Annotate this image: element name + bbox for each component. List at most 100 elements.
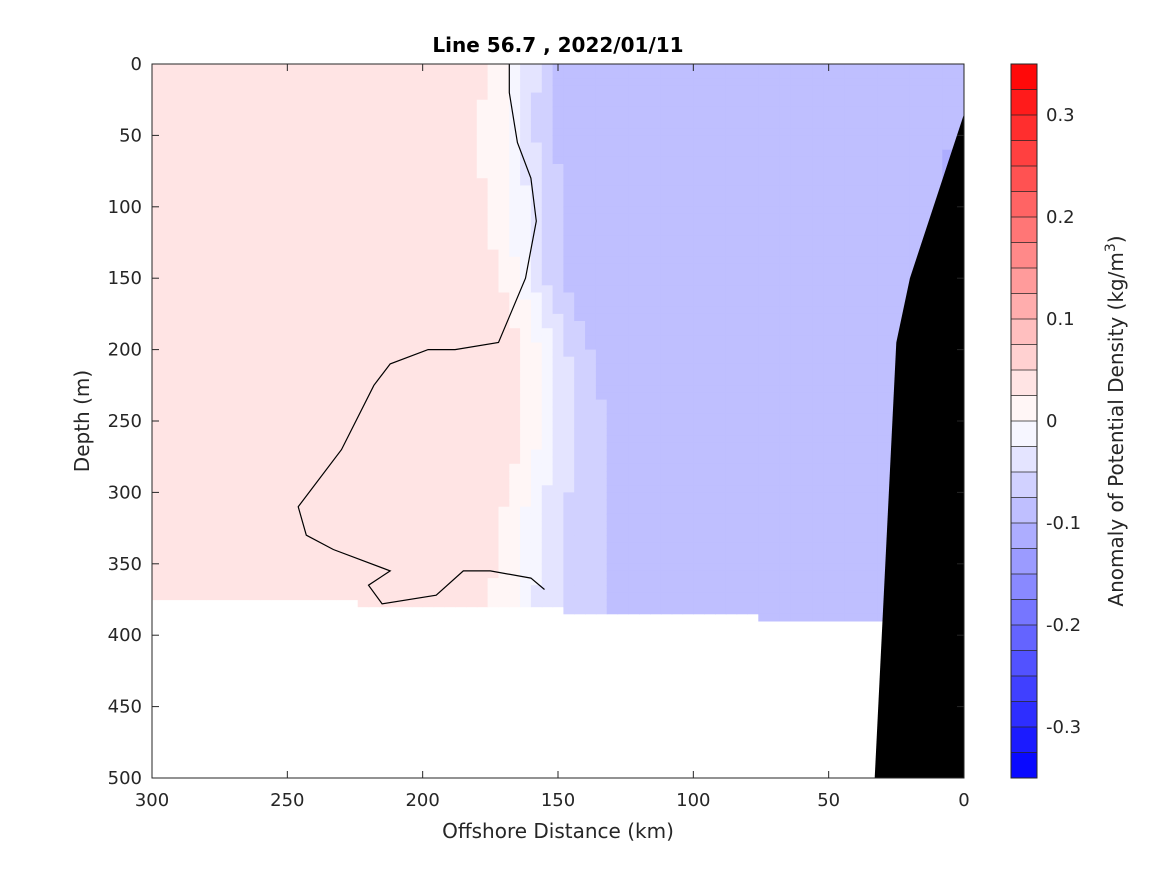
anomaly-cell bbox=[693, 385, 705, 393]
anomaly-cell bbox=[217, 306, 229, 315]
anomaly-cell bbox=[844, 299, 857, 308]
anomaly-cell bbox=[823, 442, 835, 451]
anomaly-cell bbox=[650, 178, 662, 186]
anomaly-cell bbox=[595, 570, 608, 579]
anomaly-cell bbox=[725, 549, 738, 558]
anomaly-cell bbox=[173, 313, 186, 322]
anomaly-cell bbox=[650, 578, 662, 586]
anomaly-cell bbox=[628, 492, 640, 501]
anomaly-cell bbox=[411, 456, 424, 465]
anomaly-cell bbox=[606, 228, 619, 236]
anomaly-cell bbox=[195, 78, 207, 86]
anomaly-cell bbox=[206, 121, 218, 129]
anomaly-cell bbox=[206, 114, 218, 122]
anomaly-cell bbox=[779, 542, 792, 551]
anomaly-cell bbox=[606, 378, 619, 386]
anomaly-cell bbox=[455, 521, 467, 529]
anomaly-cell bbox=[801, 513, 813, 522]
anomaly-cell bbox=[844, 256, 857, 265]
anomaly-cell bbox=[368, 492, 380, 501]
anomaly-cell bbox=[314, 149, 326, 158]
anomaly-cell bbox=[520, 499, 532, 508]
anomaly-cell bbox=[660, 371, 673, 379]
anomaly-cell bbox=[563, 235, 575, 244]
anomaly-cell bbox=[617, 528, 629, 536]
anomaly-cell bbox=[292, 242, 305, 251]
anomaly-cell bbox=[173, 471, 186, 479]
anomaly-cell bbox=[184, 399, 196, 408]
anomaly-cell bbox=[509, 206, 521, 215]
anomaly-cell bbox=[606, 385, 619, 393]
anomaly-cell bbox=[206, 85, 218, 94]
anomaly-cell bbox=[292, 392, 305, 401]
anomaly-cell bbox=[260, 306, 272, 315]
anomaly-cell bbox=[206, 313, 218, 322]
anomaly-cell bbox=[736, 335, 748, 343]
anomaly-cell bbox=[682, 285, 694, 293]
anomaly-cell bbox=[790, 185, 803, 194]
anomaly-cell bbox=[823, 328, 835, 336]
anomaly-cell bbox=[390, 485, 402, 493]
anomaly-cell bbox=[585, 228, 597, 236]
anomaly-cell bbox=[693, 442, 705, 451]
anomaly-cell bbox=[249, 171, 261, 179]
anomaly-cell bbox=[444, 135, 456, 144]
anomaly-cell bbox=[184, 213, 196, 222]
anomaly-cell bbox=[520, 92, 532, 101]
anomaly-cell bbox=[238, 328, 250, 336]
anomaly-cell bbox=[314, 413, 326, 422]
anomaly-cell bbox=[552, 521, 564, 529]
anomaly-cell bbox=[195, 506, 207, 515]
anomaly-cell bbox=[357, 478, 370, 486]
anomaly-cell bbox=[671, 249, 684, 258]
anomaly-cell bbox=[227, 392, 240, 401]
anomaly-cell bbox=[227, 578, 240, 586]
anomaly-cell bbox=[834, 528, 846, 536]
anomaly-cell bbox=[509, 271, 521, 279]
anomaly-cell bbox=[476, 599, 489, 608]
anomaly-cell bbox=[779, 178, 792, 186]
anomaly-cell bbox=[617, 256, 629, 265]
anomaly-cell bbox=[574, 449, 586, 458]
anomaly-cell bbox=[271, 542, 283, 551]
anomaly-cell bbox=[736, 178, 748, 186]
anomaly-cell bbox=[466, 285, 478, 293]
anomaly-cell bbox=[379, 478, 391, 486]
anomaly-cell bbox=[639, 606, 651, 615]
anomaly-cell bbox=[455, 206, 467, 215]
anomaly-cell bbox=[206, 342, 218, 351]
anomaly-cell bbox=[260, 249, 272, 258]
anomaly-cell bbox=[238, 171, 250, 179]
anomaly-cell bbox=[292, 92, 305, 101]
anomaly-cell bbox=[606, 292, 619, 301]
anomaly-cell bbox=[152, 528, 164, 536]
anomaly-cell bbox=[541, 563, 554, 572]
anomaly-cell bbox=[217, 128, 229, 136]
anomaly-cell bbox=[303, 313, 315, 322]
anomaly-cell bbox=[314, 492, 326, 501]
anomaly-cell bbox=[628, 449, 640, 458]
anomaly-cell bbox=[530, 142, 543, 151]
anomaly-cell bbox=[801, 399, 813, 408]
anomaly-cell bbox=[801, 185, 813, 194]
anomaly-cell bbox=[476, 399, 489, 408]
anomaly-cell bbox=[758, 428, 770, 436]
anomaly-cell bbox=[736, 85, 748, 94]
anomaly-cell bbox=[336, 335, 348, 343]
anomaly-cell bbox=[758, 278, 770, 286]
anomaly-cell bbox=[238, 442, 250, 451]
anomaly-cell bbox=[563, 156, 575, 165]
anomaly-cell bbox=[595, 492, 608, 501]
anomaly-cell bbox=[379, 428, 391, 436]
anomaly-cell bbox=[574, 549, 586, 558]
anomaly-cell bbox=[379, 213, 391, 222]
anomaly-cell bbox=[823, 192, 835, 201]
anomaly-cell bbox=[357, 64, 370, 72]
anomaly-cell bbox=[173, 213, 186, 222]
anomaly-cell bbox=[639, 121, 651, 129]
anomaly-cell bbox=[346, 442, 359, 451]
anomaly-cell bbox=[834, 349, 846, 358]
anomaly-cell bbox=[736, 164, 748, 172]
anomaly-cell bbox=[195, 478, 207, 486]
anomaly-cell bbox=[779, 399, 792, 408]
